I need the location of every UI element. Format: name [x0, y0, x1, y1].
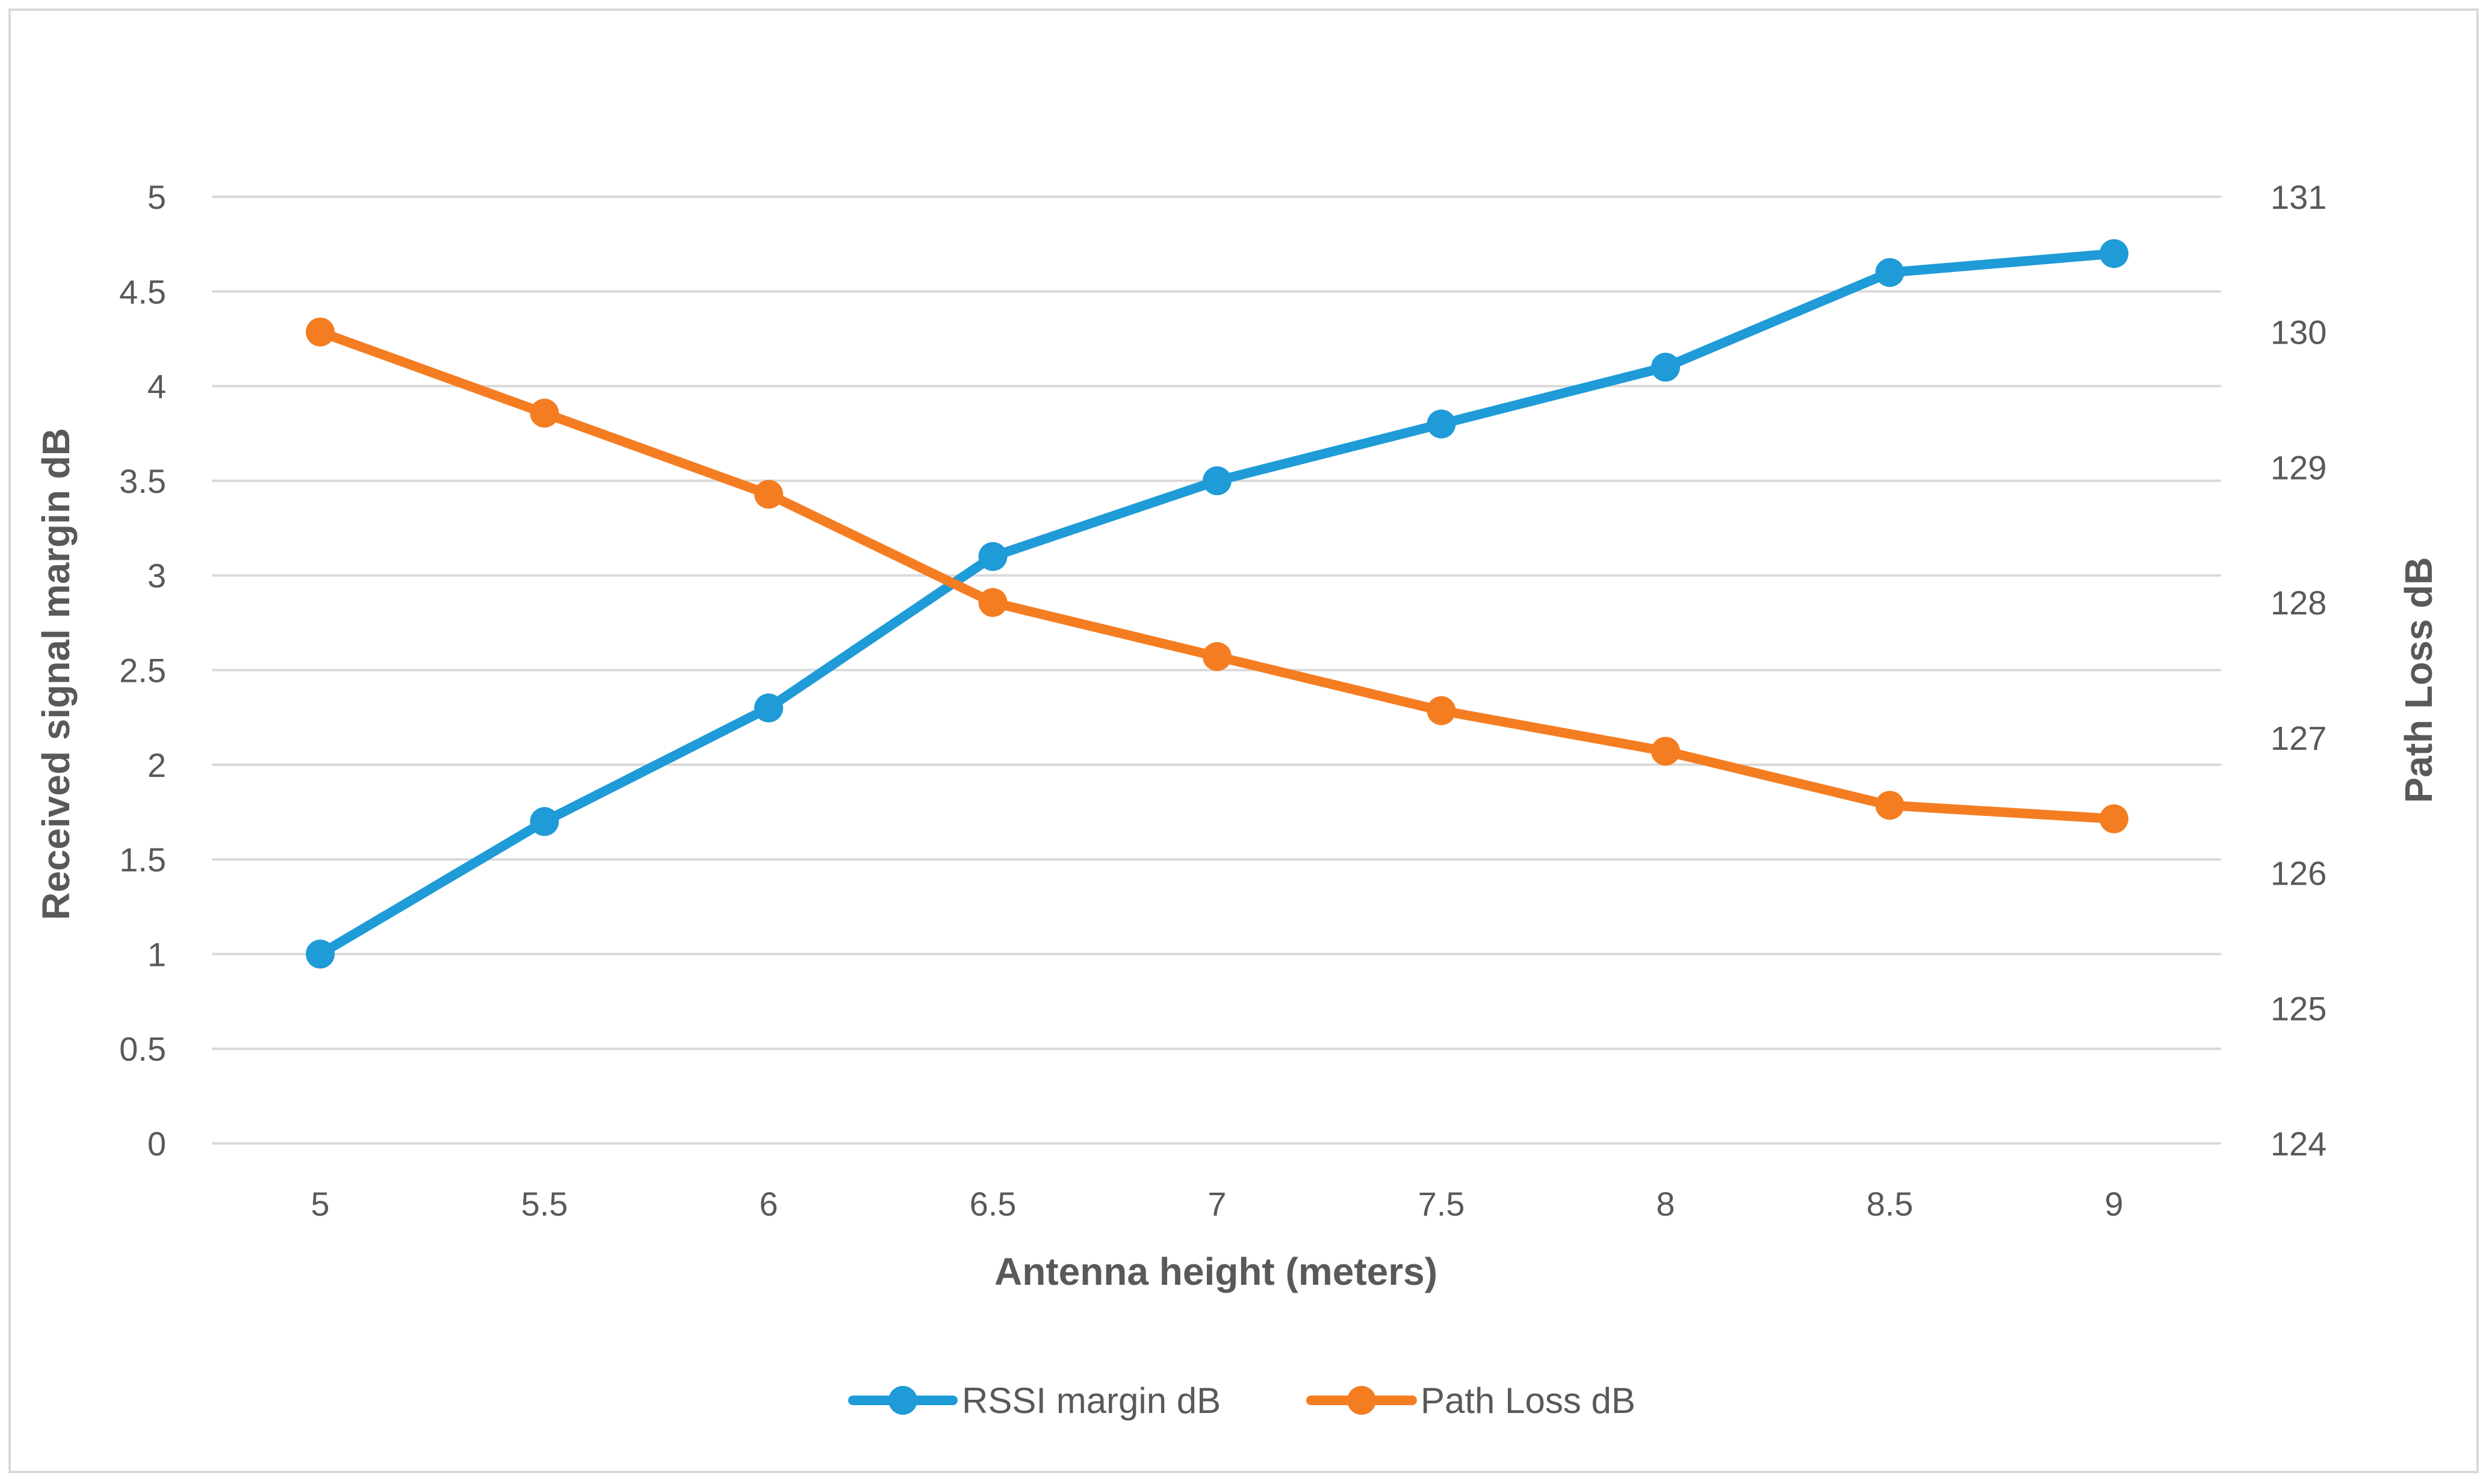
right-tick-label: 125 [2270, 989, 2326, 1027]
legend-marker-rssi [888, 1386, 917, 1415]
data-point-rssi[interactable] [754, 693, 783, 723]
right-tick-label: 129 [2270, 448, 2326, 486]
left-tick-label: 1 [147, 935, 166, 973]
left-axis-ticks: 0 0.5 1 1.5 2 2.5 3 3.5 4 4.5 5 [119, 178, 166, 1163]
x-tick-label: 5.5 [521, 1185, 568, 1223]
left-tick-label: 2.5 [119, 652, 166, 690]
left-axis-title: Received signal margin dB [34, 428, 78, 920]
right-tick-label: 131 [2270, 178, 2326, 216]
legend-marker-path-loss [1347, 1386, 1376, 1415]
data-point-path-loss[interactable] [1203, 642, 1232, 672]
data-point-path-loss[interactable] [530, 398, 559, 428]
x-axis-ticks: 5 5.5 6 6.5 7 7.5 8 8.5 9 [311, 1185, 2123, 1223]
left-tick-label: 3 [147, 557, 166, 595]
right-tick-label: 124 [2270, 1125, 2326, 1163]
x-tick-label: 7 [1207, 1185, 1226, 1223]
gridlines [212, 196, 2221, 1145]
data-point-rssi[interactable] [530, 807, 559, 836]
x-tick-label: 6 [759, 1185, 778, 1223]
legend: RSSI margin dB Path Loss dB [848, 1380, 1635, 1421]
left-tick-label: 2 [147, 746, 166, 784]
data-point-rssi[interactable] [1651, 353, 1680, 382]
x-tick-label: 9 [2104, 1185, 2123, 1223]
data-point-path-loss[interactable] [1427, 696, 1456, 725]
right-tick-label: 130 [2270, 314, 2326, 351]
left-tick-label: 4 [147, 368, 166, 406]
data-point-rssi[interactable] [306, 939, 335, 969]
legend-label-path-loss: Path Loss dB [1421, 1380, 1635, 1421]
right-tick-label: 126 [2270, 855, 2326, 892]
data-point-rssi[interactable] [1427, 409, 1456, 439]
left-tick-label: 5 [147, 178, 166, 216]
x-tick-label: 7.5 [1418, 1185, 1465, 1223]
data-point-path-loss[interactable] [1875, 791, 1905, 820]
x-tick-label: 8.5 [1867, 1185, 1914, 1223]
data-point-rssi[interactable] [1203, 466, 1232, 495]
right-axis-ticks: 124 125 126 127 128 129 130 131 [2270, 178, 2326, 1163]
data-point-rssi[interactable] [1875, 258, 1905, 287]
right-axis-title: Path Loss dB [2397, 557, 2440, 803]
data-point-rssi[interactable] [978, 542, 1008, 571]
left-tick-label: 4.5 [119, 273, 166, 311]
chart-frame [8, 8, 2479, 1473]
x-tick-label: 8 [1656, 1185, 1675, 1223]
series-line-rssi [315, 249, 2119, 959]
right-tick-label: 128 [2270, 584, 2326, 622]
left-tick-label: 1.5 [119, 841, 166, 879]
x-tick-label: 5 [311, 1185, 329, 1223]
data-point-path-loss[interactable] [306, 317, 335, 347]
legend-label-rssi: RSSI margin dB [962, 1380, 1221, 1421]
right-tick-label: 127 [2270, 719, 2326, 757]
left-tick-label: 3.5 [119, 462, 166, 500]
data-point-path-loss[interactable] [2100, 804, 2128, 833]
series [306, 239, 2128, 969]
left-tick-label: 0.5 [119, 1030, 166, 1068]
left-tick-label: 0 [147, 1125, 166, 1163]
data-point-rssi[interactable] [2100, 239, 2128, 268]
data-point-path-loss[interactable] [1651, 737, 1680, 766]
legend-item-rssi[interactable]: RSSI margin dB [848, 1380, 1221, 1421]
x-axis-title: Antenna height (meters) [994, 1250, 1437, 1293]
data-point-path-loss[interactable] [754, 480, 783, 509]
x-tick-label: 6.5 [970, 1185, 1017, 1223]
data-point-path-loss[interactable] [978, 588, 1008, 617]
legend-item-path-loss[interactable]: Path Loss dB [1306, 1380, 1635, 1421]
